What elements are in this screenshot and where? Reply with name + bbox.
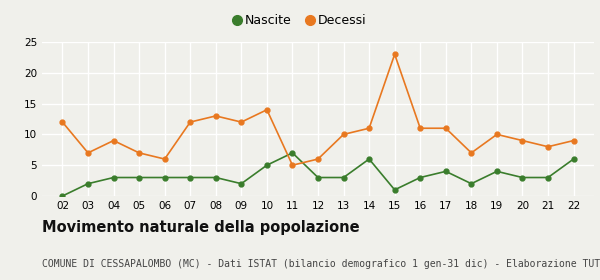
Text: Movimento naturale della popolazione: Movimento naturale della popolazione — [42, 220, 359, 235]
Text: COMUNE DI CESSAPALOMBO (MC) - Dati ISTAT (bilancio demografico 1 gen-31 dic) - E: COMUNE DI CESSAPALOMBO (MC) - Dati ISTAT… — [42, 259, 600, 269]
Legend: Nascite, Decessi: Nascite, Decessi — [229, 9, 371, 32]
